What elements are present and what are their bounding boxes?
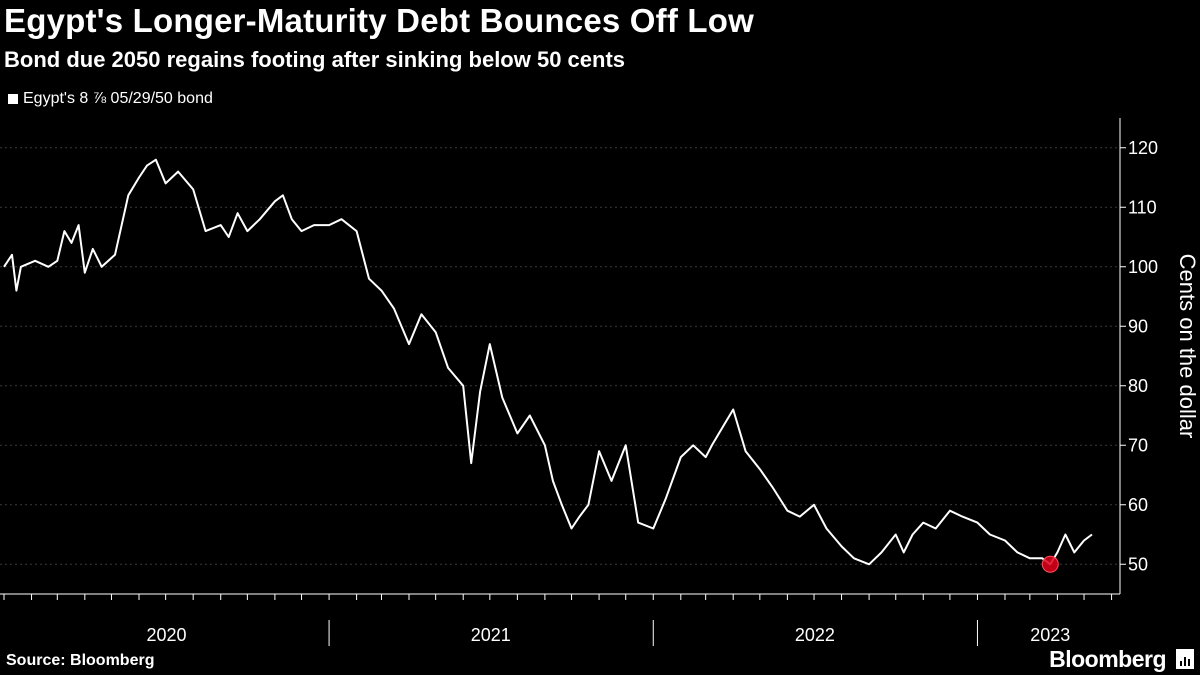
y-tick-label: 110 [1128, 197, 1157, 217]
y-tick-label: 50 [1128, 554, 1148, 574]
source-note: Source: Bloomberg [6, 652, 155, 669]
low-point-marker [1041, 555, 1059, 573]
y-tick-label: 120 [1128, 138, 1158, 158]
y-tick-label: 60 [1128, 495, 1148, 515]
chart-title: Egypt's Longer-Maturity Debt Bounces Off… [4, 2, 754, 39]
x-year-label: 2020 [147, 625, 187, 645]
x-year-label: 2022 [795, 625, 835, 645]
series-layer [3, 158, 1093, 566]
axes: 50 60 70 80 90 100 110 120 Cents on the dollar 20… [0, 118, 1200, 646]
grid-lines [0, 147, 1120, 565]
legend-label: Egypt's 8 ⅞ 05/29/50 bond [23, 90, 213, 107]
y-tick-label: 90 [1128, 316, 1148, 336]
chart-icon [1176, 649, 1194, 669]
y-tick-label: 100 [1128, 257, 1158, 277]
y-tick-label: 70 [1128, 435, 1148, 455]
legend-swatch-icon [8, 94, 18, 104]
chart-subtitle: Bond due 2050 regains footing after sink… [4, 47, 626, 72]
y-tick-label: 80 [1128, 376, 1148, 396]
chart-legend: Egypt's 8 ⅞ 05/29/50 bond [8, 90, 213, 108]
brand-logo: Bloomberg [1049, 646, 1166, 672]
y-axis-title: Cents on the dollar [1175, 254, 1200, 439]
x-year-label: 2023 [1030, 625, 1070, 645]
highlight-layer [1041, 555, 1059, 573]
x-year-label: 2021 [471, 625, 511, 645]
series-line [3, 158, 1093, 566]
